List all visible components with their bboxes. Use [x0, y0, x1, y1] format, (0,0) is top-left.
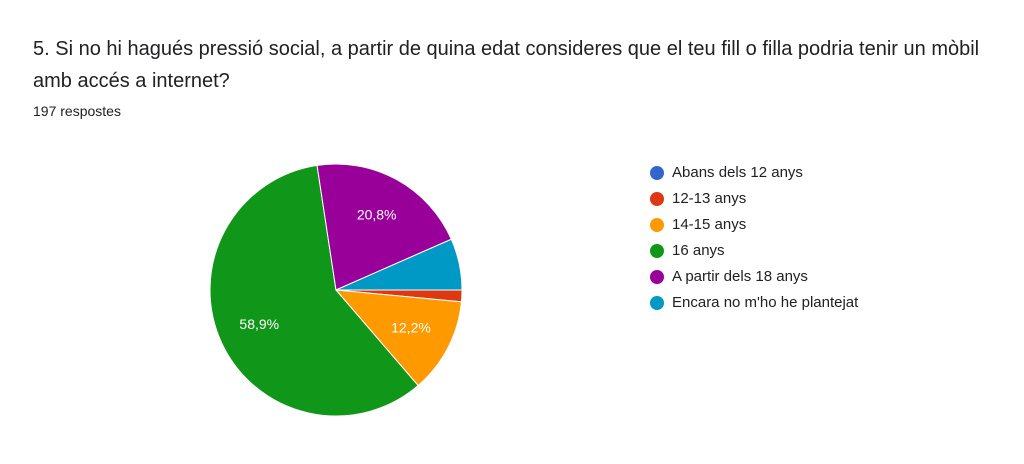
pie-slice [316, 163, 452, 291]
data-label: 20,8% [357, 207, 397, 223]
legend-swatch [650, 244, 664, 258]
legend-label: 16 anys [672, 242, 725, 259]
legend-swatch [650, 270, 664, 284]
legend-label: Abans dels 12 anys [672, 164, 803, 181]
pie-slice [335, 238, 463, 291]
data-label: 58,9% [239, 316, 279, 332]
pie-slice [209, 164, 419, 417]
legend-label: 12-13 anys [672, 190, 746, 207]
legend-swatch [650, 192, 664, 206]
chart-subtitle: 197 respostes [33, 103, 121, 119]
pie-slice [334, 289, 462, 387]
legend-swatch [650, 218, 664, 232]
legend-label: Encara no m'ho he plantejat [672, 294, 859, 311]
legend-label: 14-15 anys [672, 216, 746, 233]
legend-swatch [650, 166, 664, 180]
legend-swatch [650, 296, 664, 310]
data-label: 12,2% [391, 320, 431, 336]
chart-title: 5. Si no hi hagués pressió social, a par… [33, 38, 980, 92]
legend-label: A partir dels 18 anys [672, 268, 808, 285]
